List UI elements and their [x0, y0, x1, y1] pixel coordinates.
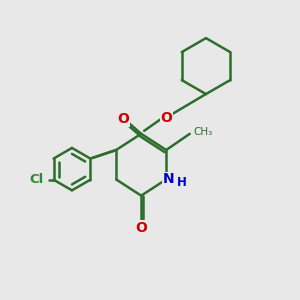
Text: O: O — [118, 112, 129, 126]
Text: CH₃: CH₃ — [193, 127, 212, 137]
Text: H: H — [177, 176, 186, 189]
Text: Cl: Cl — [30, 173, 44, 186]
Text: O: O — [160, 111, 172, 124]
Text: N: N — [163, 172, 174, 186]
Text: O: O — [135, 221, 147, 235]
